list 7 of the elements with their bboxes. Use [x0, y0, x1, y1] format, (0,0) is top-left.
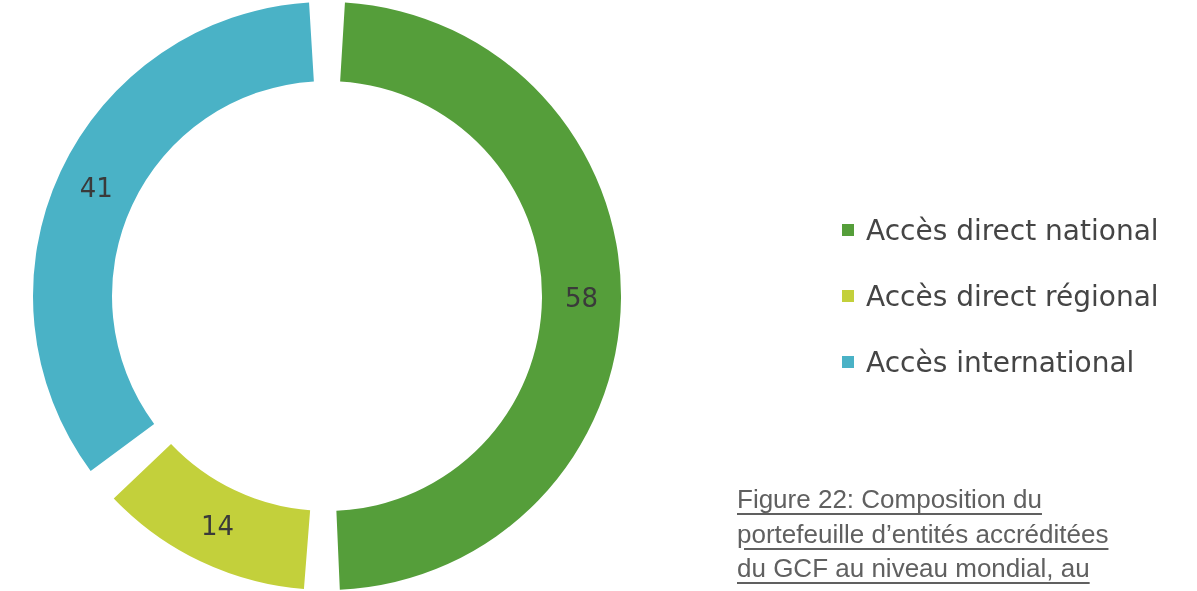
data-label: 14 — [200, 510, 234, 541]
legend-label: Accès direct régional — [866, 279, 1159, 313]
data-label: 41 — [79, 173, 113, 204]
legend-label: Accès international — [866, 345, 1135, 379]
legend-label: Accès direct national — [866, 213, 1159, 247]
caption: Figure 22: Composition du portefeuille d’entités accréditées du GCF au niveau mondial, au — [737, 483, 1110, 585]
data-label: 58 — [564, 283, 599, 314]
